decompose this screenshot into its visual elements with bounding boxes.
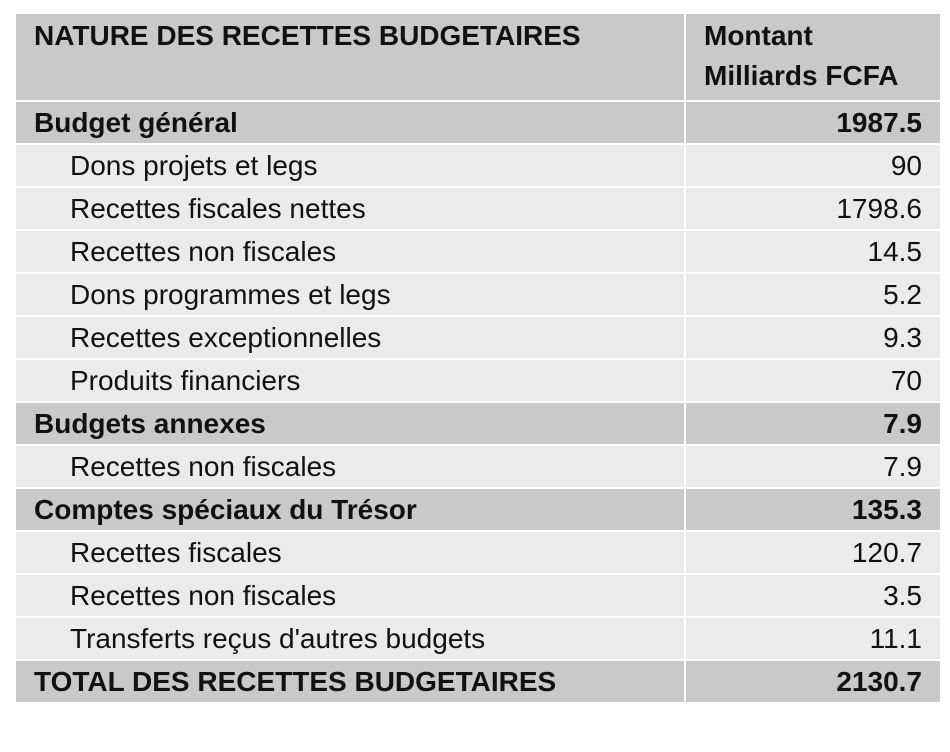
row-value: 1987.5 bbox=[684, 100, 942, 145]
row-label: Budget général bbox=[14, 100, 686, 145]
row-label: Recettes exceptionnelles bbox=[14, 315, 686, 360]
row-label: Produits financiers bbox=[14, 358, 686, 403]
item-row: Dons projets et legs 90 bbox=[14, 143, 942, 188]
row-label: TOTAL DES RECETTES BUDGETAIRES bbox=[14, 659, 686, 704]
row-label: Dons projets et legs bbox=[14, 143, 686, 188]
header-amount: Montant Milliards FCFA bbox=[684, 12, 942, 102]
row-label: Recettes non fiscales bbox=[14, 444, 686, 489]
row-label: Transferts reçus d'autres budgets bbox=[14, 616, 686, 661]
item-row: Recettes non fiscales 3.5 bbox=[14, 573, 942, 618]
table-body: NATURE DES RECETTES BUDGETAIRES Montant … bbox=[14, 12, 942, 704]
section-row: Comptes spéciaux du Trésor 135.3 bbox=[14, 487, 942, 532]
item-row: Recettes exceptionnelles 9.3 bbox=[14, 315, 942, 360]
header-amount-line: Montant bbox=[704, 20, 813, 51]
item-row: Recettes fiscales 120.7 bbox=[14, 530, 942, 575]
row-value: 14.5 bbox=[684, 229, 942, 274]
row-value: 90 bbox=[684, 143, 942, 188]
row-value: 120.7 bbox=[684, 530, 942, 575]
header-row: NATURE DES RECETTES BUDGETAIRES Montant … bbox=[14, 12, 942, 102]
total-row: TOTAL DES RECETTES BUDGETAIRES 2130.7 bbox=[14, 659, 942, 704]
row-label: Recettes fiscales bbox=[14, 530, 686, 575]
row-value: 1798.6 bbox=[684, 186, 942, 231]
row-label: Recettes non fiscales bbox=[14, 229, 686, 274]
item-row: Transferts reçus d'autres budgets 11.1 bbox=[14, 616, 942, 661]
row-label: Recettes non fiscales bbox=[14, 573, 686, 618]
row-label: Recettes fiscales nettes bbox=[14, 186, 686, 231]
row-value: 3.5 bbox=[684, 573, 942, 618]
item-row: Produits financiers 70 bbox=[14, 358, 942, 403]
row-value: 9.3 bbox=[684, 315, 942, 360]
item-row: Recettes non fiscales 7.9 bbox=[14, 444, 942, 489]
row-value: 7.9 bbox=[684, 401, 942, 446]
row-label: Comptes spéciaux du Trésor bbox=[14, 487, 686, 532]
row-value: 5.2 bbox=[684, 272, 942, 317]
header-amount-line: Milliards FCFA bbox=[704, 60, 899, 91]
row-value: 135.3 bbox=[684, 487, 942, 532]
row-value: 70 bbox=[684, 358, 942, 403]
row-value: 7.9 bbox=[684, 444, 942, 489]
section-row: Budgets annexes 7.9 bbox=[14, 401, 942, 446]
section-row: Budget général 1987.5 bbox=[14, 100, 942, 145]
item-row: Dons programmes et legs 5.2 bbox=[14, 272, 942, 317]
revenue-table: NATURE DES RECETTES BUDGETAIRES Montant … bbox=[14, 12, 942, 704]
row-value: 2130.7 bbox=[684, 659, 942, 704]
header-title: NATURE DES RECETTES BUDGETAIRES bbox=[14, 12, 686, 102]
row-value: 11.1 bbox=[684, 616, 942, 661]
row-label: Budgets annexes bbox=[14, 401, 686, 446]
item-row: Recettes non fiscales 14.5 bbox=[14, 229, 942, 274]
item-row: Recettes fiscales nettes 1798.6 bbox=[14, 186, 942, 231]
row-label: Dons programmes et legs bbox=[14, 272, 686, 317]
